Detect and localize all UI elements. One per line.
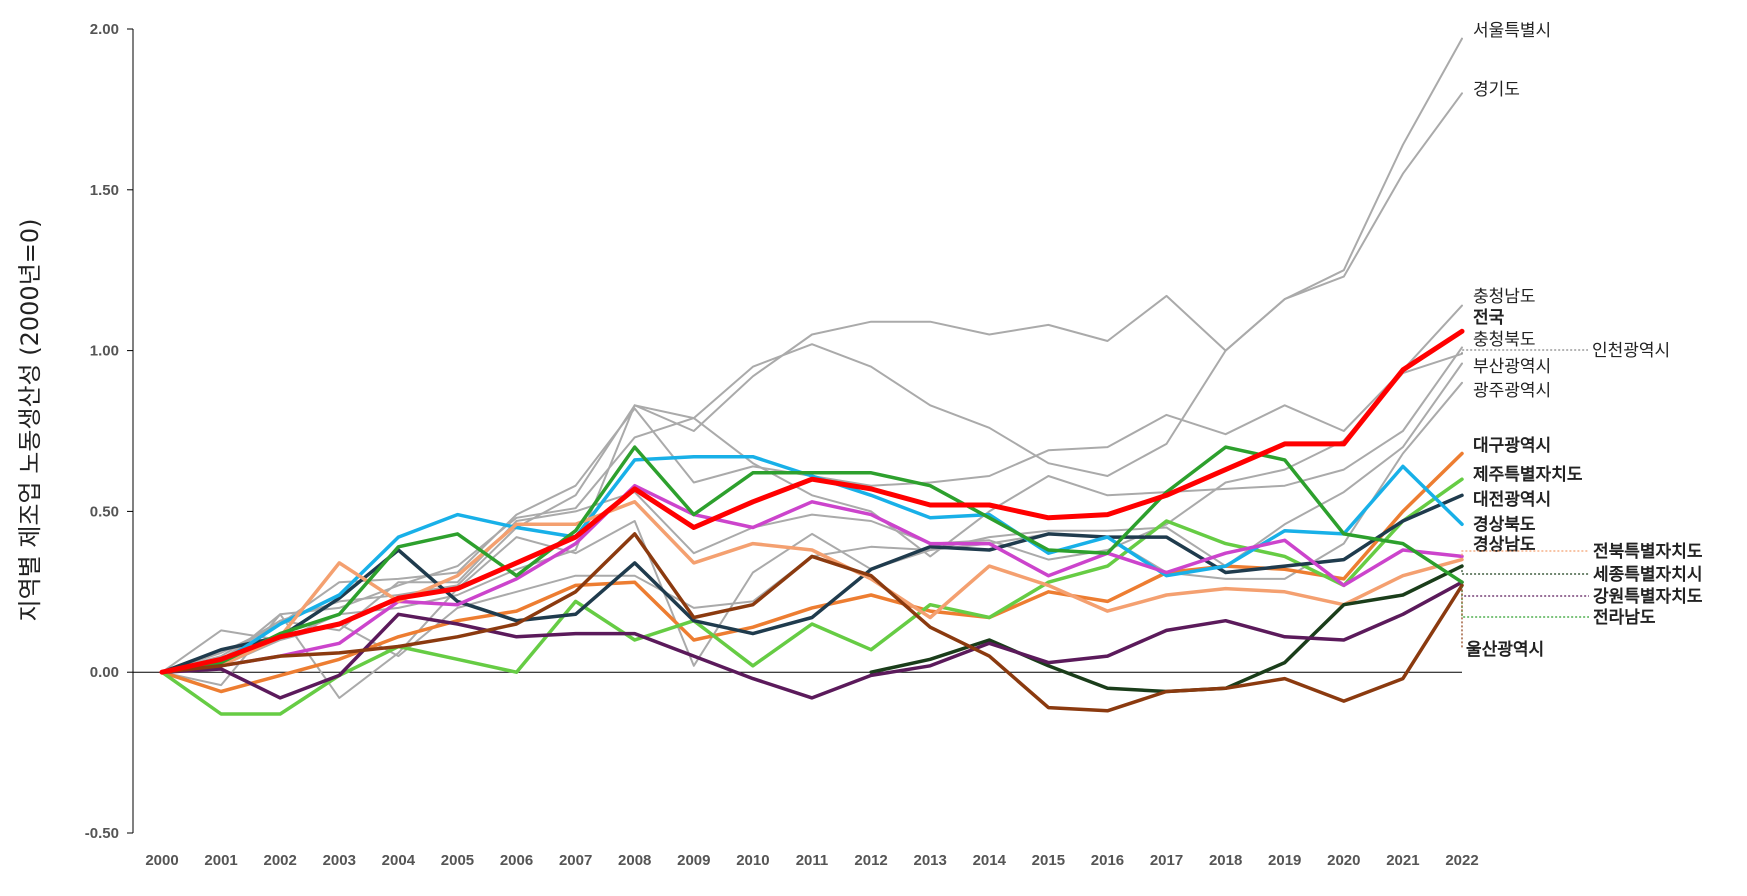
series-end-label: 세종특별자치시 — [1593, 565, 1702, 585]
x-tick-label: 2002 — [263, 852, 296, 869]
x-tick-label: 2008 — [618, 852, 651, 869]
series-end-label: 제주특별자치도 — [1473, 465, 1583, 485]
series-line — [161, 362, 1463, 699]
series-line — [160, 500, 1464, 674]
series-line — [160, 451, 1464, 694]
x-tick-label: 2012 — [854, 852, 887, 869]
x-tick-label: 2005 — [441, 852, 474, 869]
series-end-label: 경상북도 — [1473, 515, 1536, 535]
x-tick-label: 2009 — [677, 852, 710, 869]
axes: -0.50 0.00 0.50 1.00 1.50 2.00 2000 2001 2002 200… — [85, 21, 1479, 869]
x-tick-label: 2017 — [1150, 852, 1183, 869]
series-line — [160, 454, 1464, 674]
x-tick-label: 2016 — [1091, 852, 1124, 869]
series-end-label: 인천광역시 — [1592, 341, 1670, 361]
series-end-label: 충청남도 — [1473, 287, 1536, 307]
x-tick-label: 2015 — [1032, 852, 1065, 869]
series-end-label: 대구광역시 — [1473, 436, 1551, 456]
x-tick-label: 2006 — [500, 852, 533, 869]
series-line — [160, 445, 1464, 674]
series-end-label: 대전광역시 — [1473, 490, 1551, 510]
x-tick-label: 2021 — [1386, 852, 1419, 869]
series-end-label: 부산광역시 — [1473, 357, 1551, 377]
x-tick-label: 2003 — [323, 852, 356, 869]
label-leader-line — [1461, 566, 1589, 575]
x-tick-label: 2001 — [204, 852, 237, 869]
x-tick-label: 2018 — [1209, 852, 1242, 869]
x-tick-label: 2014 — [973, 852, 1007, 869]
series-line — [160, 483, 1464, 674]
y-tick-label: 0.50 — [90, 503, 119, 520]
label-leader-line — [1461, 349, 1588, 354]
series-layer — [159, 37, 1465, 716]
y-tick-label: 0.00 — [90, 664, 119, 681]
x-tick-label: 2007 — [559, 852, 592, 869]
series-end-label: 경상남도 — [1473, 535, 1536, 555]
y-axis-title: 지역별 제조업 노동생산성 (2000년=0) — [16, 218, 44, 621]
x-tick-label: 2000 — [145, 852, 178, 869]
x-tick-label: 2020 — [1327, 852, 1360, 869]
y-tick-label: -0.50 — [85, 825, 119, 842]
label-leader-line — [1461, 582, 1589, 597]
series-end-label: 서울특별시 — [1473, 21, 1551, 41]
x-tick-label: 2011 — [796, 852, 829, 869]
x-tick-label: 2019 — [1268, 852, 1301, 869]
series-end-label: 경기도 — [1473, 80, 1520, 100]
series-line — [160, 580, 1464, 700]
series-line — [161, 352, 1463, 674]
series-labels: 서울특별시경기도충청남도전국충청북도인천광역시부산광역시광주광역시대구광역시제주… — [1461, 21, 1703, 660]
x-tick-label: 2004 — [382, 852, 416, 869]
series-end-label: 전북특별자치도 — [1593, 542, 1703, 562]
series-line — [160, 532, 1464, 713]
series-end-label: 전라남도 — [1593, 608, 1656, 628]
series-end-label: 전국 — [1473, 308, 1505, 328]
x-tick-label: 2010 — [736, 852, 769, 869]
series-end-label: 강원특별자치도 — [1593, 587, 1703, 607]
series-end-label: 충청북도 — [1473, 330, 1536, 350]
label-leader-line — [1461, 550, 1589, 560]
label-leader-line — [1461, 582, 1589, 618]
y-tick-label: 1.50 — [90, 182, 119, 199]
series-line — [159, 328, 1465, 675]
series-line — [160, 493, 1464, 674]
x-tick-label: 2013 — [913, 852, 946, 869]
y-tick-label: 2.00 — [90, 21, 119, 38]
series-end-label: 울산광역시 — [1466, 640, 1544, 660]
series-end-label: 광주광역시 — [1473, 381, 1551, 401]
series-line — [161, 346, 1463, 674]
y-tick-label: 1.00 — [90, 343, 119, 360]
x-tick-label: 2022 — [1445, 852, 1478, 869]
